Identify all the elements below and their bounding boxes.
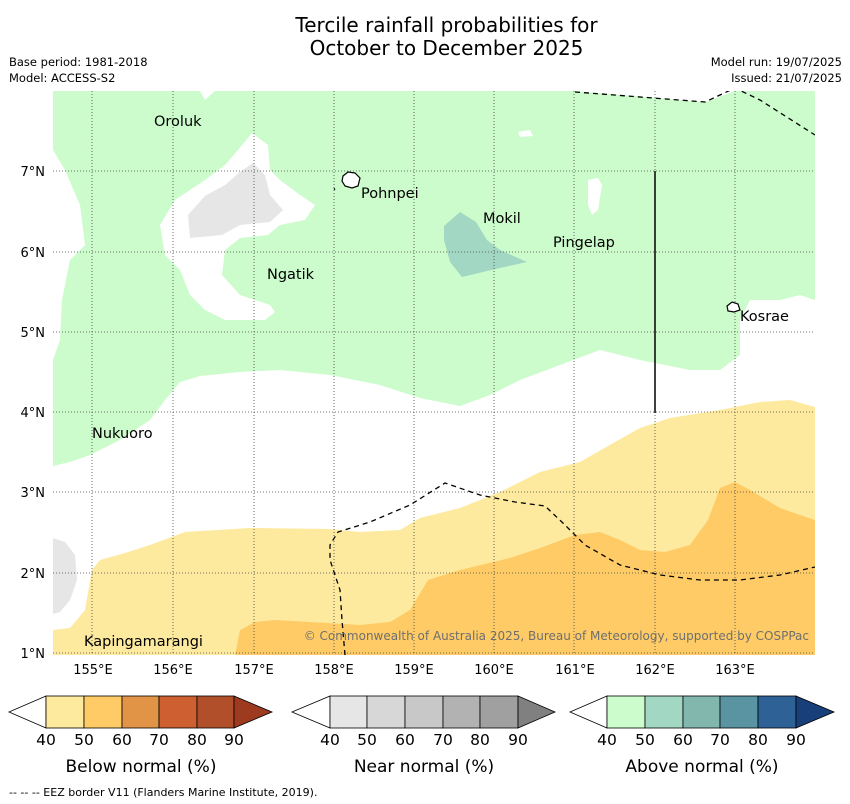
lon-label: 155°E [73, 663, 113, 678]
title-line-1: Tercile rainfall probabilities for [295, 13, 598, 37]
cb-tick: 60 [112, 731, 132, 749]
white-spot-1 [588, 178, 602, 215]
cb-tick: 60 [673, 731, 693, 749]
lat-label: 7°N [21, 165, 46, 180]
cb-tick: 90 [224, 731, 244, 749]
cb-tick: 80 [187, 731, 207, 749]
swatch-below-60 [83, 695, 123, 729]
title-line-2: October to December 2025 [309, 36, 584, 60]
place-pohnpei: Pohnpei [361, 186, 419, 202]
cb-tick: 40 [36, 731, 56, 749]
near-normal-50-region [188, 163, 283, 238]
colorbar-below-title: Below normal (%) [66, 757, 217, 777]
lat-label: 2°N [21, 567, 46, 582]
cb-tick: 40 [320, 731, 340, 749]
lon-label: 156°E [153, 663, 193, 678]
near-normal-left-region [53, 538, 77, 614]
cb-tick: 70 [149, 731, 169, 749]
place-mokil: Mokil [483, 211, 521, 227]
swatch-below-70 [121, 695, 160, 729]
lon-label: 160°E [474, 663, 514, 678]
lon-label: 161°E [555, 663, 595, 678]
lat-label: 6°N [21, 246, 46, 261]
below-normal-60-region [235, 482, 815, 655]
place-kapingamarangi: Kapingamarangi [84, 634, 203, 650]
eez-border [329, 91, 815, 655]
swatch-below-80 [158, 695, 198, 729]
place-ngatik: Ngatik [267, 267, 315, 283]
lat-label: 4°N [21, 406, 46, 421]
eez-footnote: -- -- -- EEZ border V11 (Flanders Marine… [9, 786, 318, 799]
lat-label: 3°N [21, 486, 46, 501]
place-nukuoro: Nukuoro [92, 426, 153, 442]
place-labels: Oroluk Pohnpei Mokil Pingelap Ngatik Kos… [84, 114, 789, 650]
cb-tick: 70 [433, 731, 453, 749]
lon-label: 159°E [394, 663, 434, 678]
swatch-near-70 [404, 695, 444, 729]
swatch-near-80 [442, 695, 481, 729]
cb-tick: 70 [710, 731, 730, 749]
colorbar-above-title: Above normal (%) [625, 757, 778, 777]
swatch-above-50 [606, 695, 646, 729]
colorbar-near-title: Near normal (%) [354, 757, 494, 777]
cb-tick: 90 [786, 731, 806, 749]
swatch-above-60 [644, 695, 684, 729]
lon-label: 157°E [234, 663, 274, 678]
base-period: Base period: 1981-2018 [9, 55, 148, 69]
cb-tick: 90 [508, 731, 528, 749]
map-area: Oroluk Pohnpei Mokil Pingelap Ngatik Kos… [53, 91, 815, 655]
cb-tick: 60 [395, 731, 415, 749]
white-spot-2 [518, 130, 533, 137]
swatch-above-70 [682, 695, 721, 729]
colorbar-near: 40 50 60 70 80 90 Near normal (%) [290, 695, 557, 777]
map-title: Tercile rainfall probabilities for Octob… [0, 14, 850, 60]
latitude-labels: 7°N 6°N 5°N 4°N 3°N 2°N 1°N [21, 165, 46, 662]
meta-right: Model run: 19/07/2025 Issued: 21/07/2025 [711, 54, 842, 86]
lon-label: 158°E [314, 663, 354, 678]
swatch-below-over [233, 695, 274, 729]
swatch-below-50 [45, 695, 85, 729]
cb-tick: 80 [748, 731, 768, 749]
kosrae-island [726, 301, 741, 313]
cb-tick: 50 [74, 731, 94, 749]
swatch-near-60 [366, 695, 406, 729]
longitude-labels: 155°E 156°E 157°E 158°E 159°E 160°E 161°… [73, 663, 755, 678]
issued-date: Issued: 21/07/2025 [731, 71, 842, 85]
white-gap-region [160, 133, 315, 320]
lon-label: 162°E [635, 663, 675, 678]
copyright-text: © Commonwealth of Australia 2025, Bureau… [304, 629, 809, 643]
place-oroluk: Oroluk [154, 114, 202, 130]
cb-tick: 80 [470, 731, 490, 749]
meta-left: Base period: 1981-2018 Model: ACCESS-S2 [9, 54, 148, 86]
swatch-near-50 [329, 695, 368, 729]
place-pingelap: Pingelap [553, 235, 615, 251]
model-name: Model: ACCESS-S2 [9, 71, 116, 85]
swatch-above-over [795, 695, 836, 729]
cb-tick: 50 [635, 731, 655, 749]
swatch-near-over [517, 695, 557, 729]
colorbar-below: 40 50 60 70 80 90 Below normal (%) [7, 695, 274, 777]
pohnpei-island [341, 171, 361, 189]
lat-label: 5°N [21, 326, 46, 341]
swatch-near-90 [479, 695, 519, 729]
colorbar-above: 40 50 60 70 80 90 Above normal (%) [568, 695, 836, 777]
swatch-above-90 [757, 695, 797, 729]
swatch-above-80 [719, 695, 759, 729]
cb-tick: 50 [357, 731, 377, 749]
pohnpei-reef [333, 187, 336, 191]
lon-label: 163°E [715, 663, 755, 678]
lat-label: 1°N [21, 647, 46, 662]
swatch-below-90 [196, 695, 235, 729]
place-kosrae: Kosrae [740, 309, 789, 325]
above-normal-60-region [444, 212, 527, 277]
model-run: Model run: 19/07/2025 [710, 55, 842, 69]
cb-tick: 40 [597, 731, 617, 749]
